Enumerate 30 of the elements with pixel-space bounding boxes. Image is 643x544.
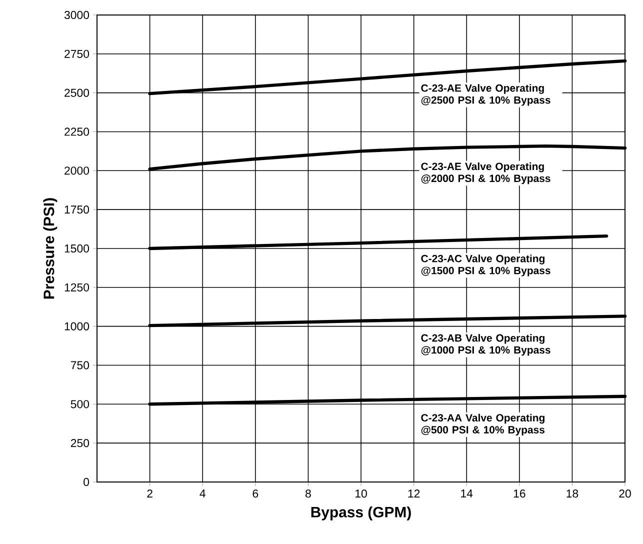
- x-tick-label: 14: [461, 490, 473, 498]
- x-tick-label: 2: [147, 490, 152, 498]
- x-tick-label: 6: [252, 490, 258, 498]
- x-tick-label: 12: [408, 490, 420, 498]
- y-tick-label: 0: [84, 478, 90, 486]
- x-tick-label: 18: [566, 490, 578, 498]
- y-tick-label: 1750: [64, 206, 90, 214]
- y-tick-label: 2750: [64, 50, 90, 58]
- y-tick-label: 1000: [64, 322, 90, 330]
- x-tick-label: 8: [306, 490, 311, 498]
- x-tick-label: 20: [619, 490, 631, 498]
- series-label: C-23-AA Valve Operating @500 PSI & 10% Bypass: [421, 414, 545, 436]
- y-tick-label: 1250: [64, 283, 90, 292]
- series-label: C-23-AB Valve Operating @1000 PSI & 10% Bypass: [421, 334, 550, 356]
- y-tick-label: 3000: [64, 10, 90, 20]
- y-tick-label: 250: [70, 439, 90, 448]
- x-tick-label: 16: [514, 490, 526, 498]
- y-tick-label: 2500: [64, 88, 90, 97]
- y-tick-label: 2000: [64, 166, 90, 175]
- y-tick-label: 500: [70, 400, 90, 408]
- y-tick-label: 2250: [64, 128, 90, 136]
- x-axis-title: Bypass (GPM): [311, 506, 411, 520]
- y-tick-label: 750: [70, 361, 90, 370]
- series-label: C-23-AE Valve Operating @2500 PSI & 10% Bypass: [421, 84, 550, 106]
- x-tick-label: 10: [356, 490, 367, 498]
- y-axis-title: Pressure (PSI): [43, 198, 58, 299]
- x-tick-label: 4: [200, 490, 206, 498]
- series-label: C-23-AC Valve Operating @1500 PSI & 10% Bypass: [421, 254, 550, 276]
- y-tick-label: 1500: [64, 244, 90, 253]
- series-label: C-23-AE Valve Operating @2000 PSI & 10% Bypass: [421, 162, 550, 184]
